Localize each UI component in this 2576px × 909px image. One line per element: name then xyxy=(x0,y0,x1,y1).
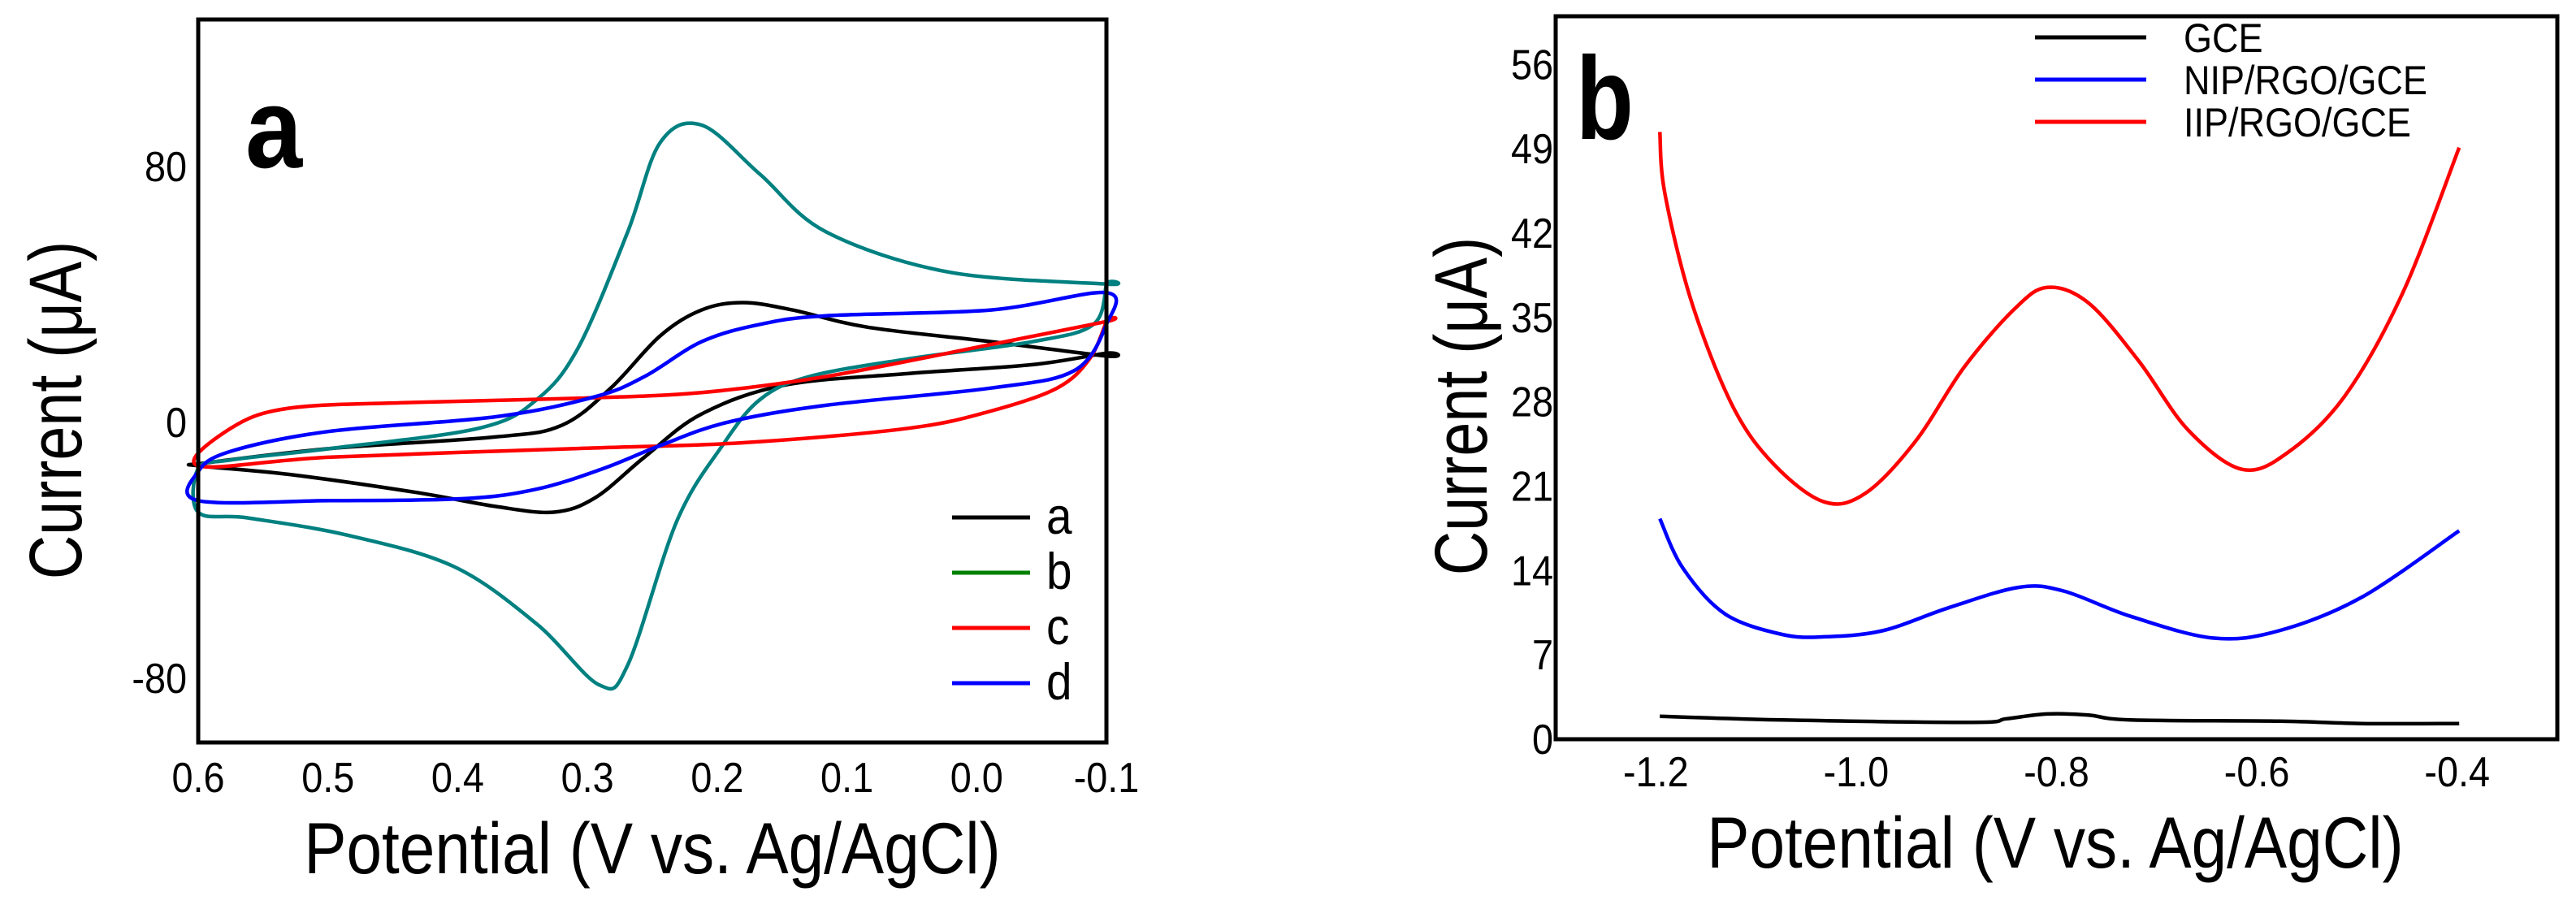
series-line-iip-rgo-gce xyxy=(1657,132,2461,506)
x-tick-label: 0.2 xyxy=(691,755,743,802)
y-tick-label: 0 xyxy=(166,400,187,447)
y-tick-label: 0 xyxy=(1532,716,1553,764)
panel-a-cv-chart: 0.6 0.5 0.4 0.3 0.2 0.1 0.0 -0.1 80 0 -80 Potential… xyxy=(14,17,1140,889)
plot-frame xyxy=(1553,14,2560,742)
legend-label: GCE xyxy=(2184,16,2262,62)
x-tick-label: -0.8 xyxy=(2024,749,2089,796)
x-tick-label: -1.0 xyxy=(1824,749,1890,796)
legend-item: NIP/RGO/GCE xyxy=(2035,58,2427,104)
x-tick-label: -1.2 xyxy=(1623,749,1689,796)
legend-label: a xyxy=(1046,487,1072,544)
legend-item: a xyxy=(952,487,1072,545)
panel-label: b xyxy=(1576,32,1634,164)
legend-label: b xyxy=(1046,543,1072,600)
plot-frame xyxy=(196,17,1109,745)
x-tick-label: -0.6 xyxy=(2224,749,2290,796)
series-line-b xyxy=(191,121,1121,691)
x-axis-title: Potential (V vs. Ag/AgCl) xyxy=(304,807,1001,889)
series-line-gce xyxy=(1660,712,2460,726)
legend-label: c xyxy=(1046,598,1069,655)
x-tick-label: 0.0 xyxy=(950,755,1003,802)
y-tick-label: 21 xyxy=(1511,463,1553,510)
y-axis-title: Current (μA) xyxy=(1419,237,1503,575)
x-tick-label: 0.6 xyxy=(171,755,224,802)
x-tick-label: 0.3 xyxy=(561,755,614,802)
y-tick-label: 7 xyxy=(1532,632,1553,679)
series-line-d xyxy=(185,290,1119,505)
series-line-c xyxy=(192,315,1118,470)
y-tick-label: 80 xyxy=(145,144,187,191)
legend-item: IIP/RGO/GCE xyxy=(2035,101,2411,146)
series-line-nip-rgo-gce xyxy=(1658,517,2461,641)
x-tick-label: 0.5 xyxy=(301,755,354,802)
legend-item: d xyxy=(952,653,1072,711)
y-tick-label: 56 xyxy=(1511,41,1553,89)
x-tick-label: -0.4 xyxy=(2424,749,2490,796)
x-axis-title: Potential (V vs. Ag/AgCl) xyxy=(1707,802,2404,883)
x-tick-label: -0.1 xyxy=(1074,755,1140,802)
y-axis-title: Current (μA) xyxy=(14,241,97,579)
legend-label: d xyxy=(1046,653,1072,710)
y-tick-label: 28 xyxy=(1511,379,1553,426)
series-line-a xyxy=(186,301,1120,515)
y-tick-label: -80 xyxy=(132,656,187,703)
y-tick-label: 42 xyxy=(1511,210,1553,258)
panel-label: a xyxy=(245,65,303,193)
x-tick-label: 0.1 xyxy=(820,755,873,802)
y-tick-label: 14 xyxy=(1511,548,1553,595)
x-tick-label: 0.4 xyxy=(431,755,484,802)
legend-item: c xyxy=(952,598,1069,656)
y-tick-label: 35 xyxy=(1511,295,1553,342)
legend-item: b xyxy=(952,543,1072,600)
legend-label: IIP/RGO/GCE xyxy=(2184,101,2411,146)
panel-b-dpv-chart: -1.2 -1.0 -0.8 -0.6 -0.4 0 7 14 21 28 35 42 49 56 Pote… xyxy=(1419,14,2560,883)
legend-item: GCE xyxy=(2035,16,2262,62)
legend-label: NIP/RGO/GCE xyxy=(2184,58,2427,104)
y-tick-label: 49 xyxy=(1511,126,1553,173)
